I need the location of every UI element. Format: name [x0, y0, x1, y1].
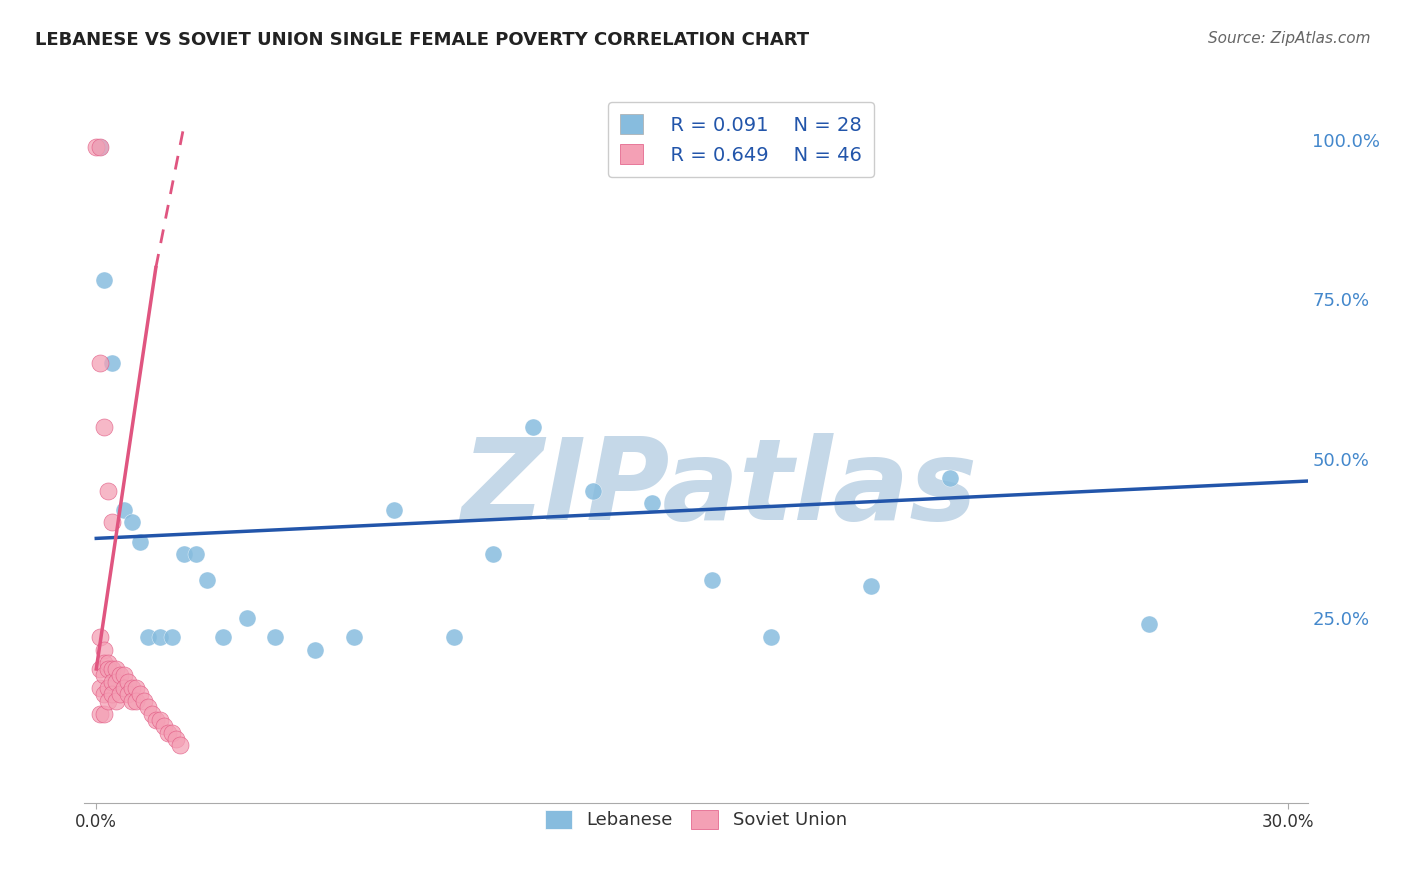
Soviet Union [101, 662, 124, 676]
Soviet Union [125, 681, 148, 695]
Lebanese [136, 630, 159, 644]
Soviet Union [89, 706, 111, 721]
Soviet Union [169, 739, 191, 753]
Soviet Union [160, 725, 183, 739]
Lebanese [160, 630, 183, 644]
Soviet Union [105, 674, 128, 689]
Soviet Union [84, 139, 107, 153]
Soviet Union [97, 694, 120, 708]
Soviet Union [89, 630, 111, 644]
Soviet Union [89, 139, 111, 153]
Soviet Union [108, 668, 131, 682]
Lebanese [173, 547, 195, 561]
Lebanese [700, 573, 723, 587]
Lebanese [1137, 617, 1160, 632]
Lebanese [121, 516, 143, 530]
Lebanese [129, 534, 152, 549]
Lebanese [761, 630, 783, 644]
Lebanese [343, 630, 366, 644]
Soviet Union [132, 694, 155, 708]
Lebanese [101, 356, 124, 370]
Soviet Union [93, 643, 115, 657]
Lebanese [443, 630, 465, 644]
Soviet Union [97, 662, 120, 676]
Lebanese [522, 420, 544, 434]
Soviet Union [97, 656, 120, 670]
Soviet Union [112, 681, 135, 695]
Lebanese [582, 483, 605, 498]
Soviet Union [165, 732, 187, 747]
Legend: Lebanese, Soviet Union: Lebanese, Soviet Union [538, 803, 853, 837]
Soviet Union [121, 681, 143, 695]
Soviet Union [93, 420, 115, 434]
Lebanese [482, 547, 505, 561]
Soviet Union [93, 688, 115, 702]
Text: Source: ZipAtlas.com: Source: ZipAtlas.com [1208, 31, 1371, 46]
Soviet Union [108, 688, 131, 702]
Lebanese [859, 579, 882, 593]
Text: LEBANESE VS SOVIET UNION SINGLE FEMALE POVERTY CORRELATION CHART: LEBANESE VS SOVIET UNION SINGLE FEMALE P… [35, 31, 810, 49]
Text: ZIPatlas: ZIPatlas [463, 434, 979, 544]
Soviet Union [89, 356, 111, 370]
Soviet Union [89, 681, 111, 695]
Soviet Union [101, 674, 124, 689]
Soviet Union [97, 483, 120, 498]
Lebanese [149, 630, 172, 644]
Lebanese [89, 139, 111, 153]
Lebanese [93, 273, 115, 287]
Soviet Union [105, 694, 128, 708]
Lebanese [197, 573, 219, 587]
Soviet Union [152, 719, 174, 733]
Soviet Union [141, 706, 163, 721]
Soviet Union [136, 700, 159, 714]
Soviet Union [101, 688, 124, 702]
Lebanese [184, 547, 207, 561]
Soviet Union [149, 713, 172, 727]
Soviet Union [105, 662, 128, 676]
Soviet Union [101, 516, 124, 530]
Lebanese [304, 643, 326, 657]
Lebanese [212, 630, 235, 644]
Soviet Union [93, 706, 115, 721]
Soviet Union [117, 674, 139, 689]
Lebanese [382, 502, 405, 516]
Soviet Union [93, 656, 115, 670]
Lebanese [112, 502, 135, 516]
Soviet Union [117, 688, 139, 702]
Soviet Union [89, 662, 111, 676]
Lebanese [264, 630, 287, 644]
Lebanese [641, 496, 664, 510]
Soviet Union [125, 694, 148, 708]
Soviet Union [112, 668, 135, 682]
Soviet Union [129, 688, 152, 702]
Soviet Union [93, 668, 115, 682]
Soviet Union [97, 681, 120, 695]
Soviet Union [145, 713, 167, 727]
Soviet Union [156, 725, 179, 739]
Lebanese [236, 611, 259, 625]
Soviet Union [121, 694, 143, 708]
Lebanese [939, 471, 962, 485]
